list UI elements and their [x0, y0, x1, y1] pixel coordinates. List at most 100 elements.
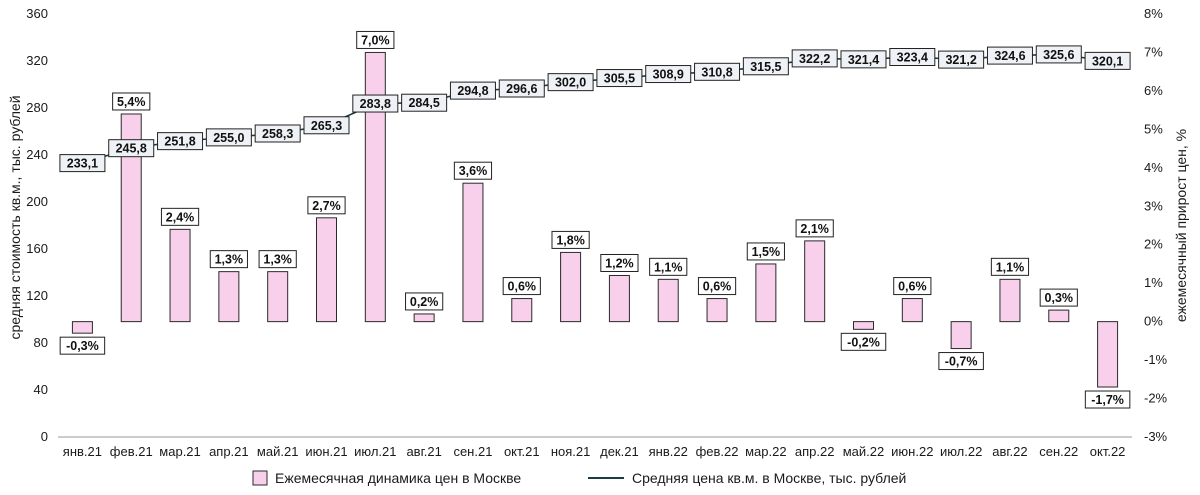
bar-data-label-box — [59, 336, 106, 355]
y-right-tick-label: 6% — [1144, 83, 1163, 98]
line-data-label-box — [498, 79, 545, 98]
bar-data-label: 7,0% — [361, 33, 390, 47]
y-left-tick-label: 0 — [41, 429, 48, 444]
bar — [413, 313, 435, 323]
bar — [999, 278, 1021, 323]
bar — [560, 251, 582, 323]
bar-data-label: 2,7% — [312, 199, 341, 213]
line-data-label-box — [547, 73, 594, 92]
y-right-tick-label: 5% — [1144, 121, 1163, 136]
x-tick-label: янв.22 — [649, 444, 688, 459]
bar-data-label: 1,2% — [605, 256, 634, 270]
x-tick-label: май.22 — [843, 444, 885, 459]
x-tick-label: мар.21 — [159, 444, 200, 459]
bar-data-label: 1,3% — [215, 253, 244, 267]
x-tick-label: фев.22 — [696, 444, 739, 459]
x-tick-label: янв.21 — [63, 444, 102, 459]
bar-data-label: -0,7% — [945, 355, 978, 369]
bar-data-label: 2,4% — [166, 210, 195, 224]
line-data-label-box — [645, 65, 692, 84]
bar — [1097, 321, 1119, 388]
x-tick-label: ноя.21 — [551, 444, 591, 459]
x-tick-label: апр.22 — [795, 444, 835, 459]
line-data-label: 255,0 — [213, 131, 244, 145]
x-tick-label: сен.22 — [1039, 444, 1078, 459]
y-left-tick-label: 320 — [26, 53, 48, 68]
bar-data-label-box — [356, 30, 395, 49]
bar — [511, 298, 533, 323]
y-left-tick-label: 200 — [26, 194, 48, 209]
x-tick-label: авг.22 — [992, 444, 1027, 459]
y-right-tick-label: 2% — [1144, 237, 1163, 252]
bar — [462, 182, 484, 323]
bar-data-label: 1,1% — [996, 260, 1025, 274]
x-tick-label: окт.21 — [504, 444, 540, 459]
bar-data-label: 1,1% — [654, 260, 683, 274]
line-data-label-box — [986, 46, 1033, 65]
line-data-label: 325,6 — [1043, 48, 1074, 62]
line-data-label-box — [254, 124, 301, 143]
bar-data-label-box — [453, 161, 493, 180]
y-left-tick-label: 40 — [34, 382, 48, 397]
line-data-label: 294,8 — [457, 84, 488, 98]
bar-data-label-box — [746, 242, 785, 261]
line-data-label: 308,9 — [653, 68, 684, 82]
y-left-tick-label: 360 — [26, 6, 48, 21]
y-left-tick-label: 80 — [34, 335, 48, 350]
x-tick-label: апр.21 — [209, 444, 249, 459]
bar-data-label: 0,3% — [1045, 291, 1074, 305]
line-data-label: 315,5 — [750, 60, 781, 74]
bar-data-label: 1,3% — [263, 253, 292, 267]
line-data-label: 245,8 — [116, 142, 147, 156]
bar — [169, 228, 191, 323]
line-data-label: 233,1 — [67, 157, 98, 171]
x-tick-label: июл.21 — [354, 444, 396, 459]
legend: Ежемесячная динамика цен в Москве Средняя… — [252, 470, 906, 486]
bar-data-label-box — [258, 250, 297, 269]
bar — [267, 271, 289, 323]
line-data-label: 305,5 — [604, 72, 635, 86]
y-right-tick-label: 4% — [1144, 160, 1163, 175]
bar — [364, 51, 386, 323]
bar — [1048, 309, 1070, 323]
line-data-label: 320,1 — [1092, 54, 1123, 68]
x-tick-label: дек.21 — [600, 444, 639, 459]
bar-data-label-box — [160, 207, 200, 226]
bar — [657, 278, 679, 323]
bar-data-label-box — [1039, 288, 1078, 307]
line-series: 233,1 245,8 251,8 255,0 258,3 265,3 283,8 284,5… — [59, 45, 1131, 173]
bar — [218, 271, 240, 323]
line-data-label-box — [352, 94, 399, 113]
y-right-tick-label: 0% — [1144, 314, 1163, 329]
line-data-label-box — [1035, 45, 1082, 64]
legend-bar-label: Ежемесячная динамика цен в Москве — [275, 470, 521, 486]
y-right-axis-title: ежемесячный прирост цен, % — [1173, 129, 1189, 322]
bar-data-label: 2,1% — [800, 222, 829, 236]
bar-data-label: 0,2% — [410, 295, 439, 309]
y-right-tick-label: -3% — [1144, 429, 1168, 444]
line-data-label: 296,6 — [506, 82, 537, 96]
line-data-label-box — [694, 62, 741, 81]
bar-data-label: 1,8% — [556, 233, 585, 247]
bar-data-label-box — [649, 257, 688, 276]
bar-data-label-box — [840, 332, 887, 351]
axes: 0 40 80 120 160 200 240 280 320 360 -3% -2% -1% 0% 1% 2… — [7, 6, 1189, 459]
line-data-label: 302,0 — [555, 76, 586, 90]
bar-data-label-box — [697, 277, 737, 296]
line-data-label: 284,5 — [408, 96, 439, 110]
bar-data-label-box — [1084, 390, 1131, 409]
line-data-label-box — [205, 128, 252, 147]
y-right-tick-label: 7% — [1144, 44, 1163, 59]
bar-data-label: -0,3% — [66, 339, 99, 353]
bar-data-label: -0,2% — [847, 335, 880, 349]
bar-data-label-box — [551, 230, 590, 249]
line-data-label-box — [791, 49, 838, 68]
bar-data-label-box — [990, 257, 1030, 276]
line-data-label-box — [303, 116, 350, 135]
bar-data-label-box — [112, 92, 151, 111]
y-right-tick-label: 8% — [1144, 6, 1163, 21]
line-data-label: 265,3 — [311, 119, 342, 133]
y-left-tick-label: 160 — [26, 241, 48, 256]
bar-data-label: 0,6% — [508, 280, 537, 294]
